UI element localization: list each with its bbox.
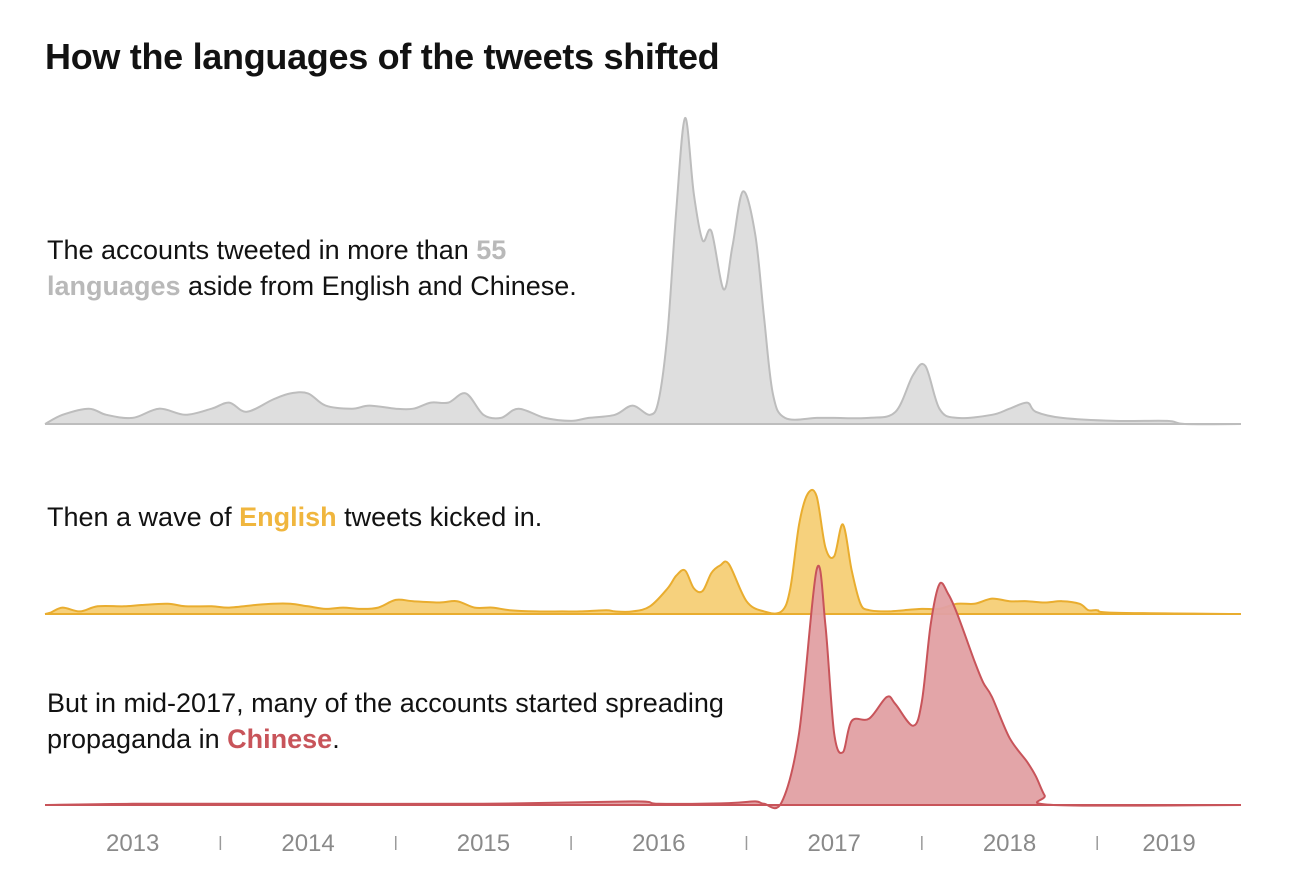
annotation-text: tweets kicked in. bbox=[336, 502, 543, 532]
series-area-english bbox=[45, 489, 1241, 614]
series-area-55-languages bbox=[45, 117, 1241, 425]
x-axis-tick-label: 2018 bbox=[983, 830, 1036, 857]
highlight-english: English bbox=[239, 502, 337, 532]
x-axis-tick-label: 2016 bbox=[632, 830, 685, 857]
annotation-text: aside from English and Chinese. bbox=[180, 271, 577, 301]
series-line-english bbox=[44, 488, 1242, 615]
annotation-english: Then a wave of English tweets kicked in. bbox=[47, 499, 747, 535]
series-line-55-languages bbox=[44, 116, 1242, 426]
x-axis-tick-label: 2017 bbox=[807, 830, 860, 857]
annotation-text: Then a wave of bbox=[47, 502, 240, 532]
annotation-text: . bbox=[332, 724, 340, 754]
x-axis-tick-label: 2015 bbox=[457, 830, 510, 857]
series-line-chinese bbox=[44, 565, 1242, 810]
x-axis-tick-label: 2013 bbox=[106, 830, 159, 857]
highlight-other-languages: 55 languages bbox=[47, 235, 507, 301]
annotation-chinese: But in mid-2017, many of the accounts st… bbox=[47, 685, 747, 757]
highlight-chinese: Chinese bbox=[227, 724, 333, 754]
annotation-text: But in mid-2017, many of the accounts st… bbox=[47, 688, 724, 754]
x-axis-tick-label: 2019 bbox=[1142, 830, 1195, 857]
annotation-other-languages: The accounts tweeted in more than 55 lan… bbox=[47, 232, 647, 304]
chart-title: How the languages of the tweets shifted bbox=[45, 36, 720, 77]
series-area-chinese bbox=[45, 565, 1241, 809]
x-axis-tick-label: 2014 bbox=[281, 830, 334, 857]
annotation-text: The accounts tweeted in more than bbox=[47, 235, 477, 265]
